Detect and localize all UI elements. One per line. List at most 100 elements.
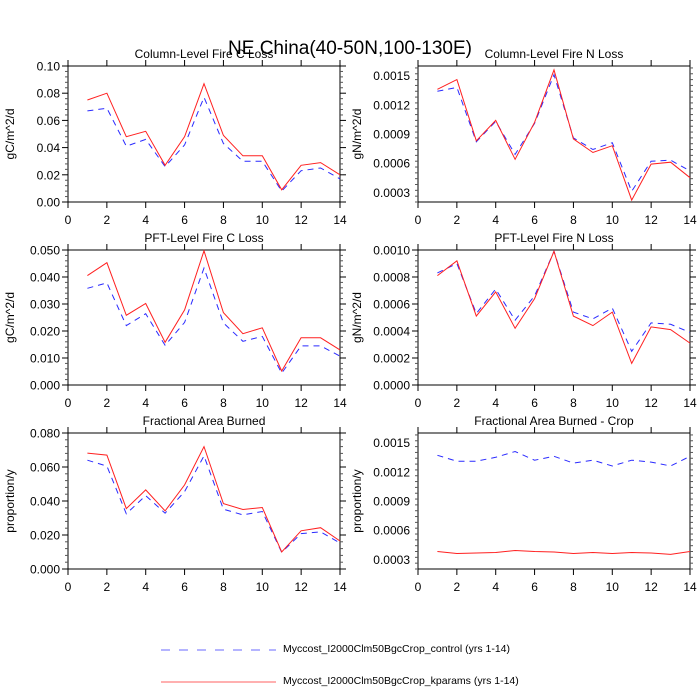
y-tick-label: 0.00 xyxy=(37,196,61,210)
panel-title: Fractional Area Burned xyxy=(143,414,266,428)
x-tick-label: 2 xyxy=(104,396,111,410)
x-tick-label: 4 xyxy=(142,580,149,594)
y-axis-label: proportion/y xyxy=(3,469,17,532)
x-tick-label: 10 xyxy=(256,396,270,410)
panel-title: PFT-Level Fire C Loss xyxy=(144,231,263,245)
y-tick-label: 0.020 xyxy=(30,325,60,339)
panel-1: 0 2 4 6 8 10 12 14 0.00 0.02 0.04 0.06 0.08 0.10 Colum… xyxy=(3,47,347,227)
panel-3: 0 2 4 6 8 10 12 14 0.000 0.010 0.020 0.030 0.040 0.05… xyxy=(3,231,347,410)
y-axis-label: gC/m^2/d xyxy=(3,292,17,343)
x-tick-label: 12 xyxy=(294,580,308,594)
legend-entry-control: Myccost_I2000Clm50BgcCrop_control (yrs 1… xyxy=(283,643,511,655)
plot-frame xyxy=(67,65,341,203)
y-tick-label: 0.0006 xyxy=(373,157,410,171)
x-tick-label: 2 xyxy=(104,213,111,227)
x-tick-label: 4 xyxy=(142,213,149,227)
panel-6: 0 2 4 6 8 10 12 14 0.0003 0.0006 0.0009 0.0012 0.001… xyxy=(350,414,697,594)
x-tick-label: 4 xyxy=(492,580,499,594)
y-tick-label: 0.040 xyxy=(30,271,60,285)
y-tick-label: 0.04 xyxy=(37,141,61,155)
series-line-control xyxy=(87,95,341,192)
y-tick-label: 0.08 xyxy=(37,87,61,101)
x-tick-label: 8 xyxy=(220,213,227,227)
x-tick-label: 0 xyxy=(415,396,422,410)
x-tick-label: 6 xyxy=(181,213,188,227)
x-tick-label: 6 xyxy=(531,396,538,410)
legend-entry-kparams: Myccost_I2000Clm50BgcCrop_kparams (yrs 1… xyxy=(283,675,519,687)
y-tick-label: 0.0004 xyxy=(373,325,410,339)
y-tick-label: 0.060 xyxy=(30,461,60,475)
y-tick-label: 0.020 xyxy=(30,529,60,543)
y-axis-label: gN/m^2/d xyxy=(350,109,364,160)
series-line-control xyxy=(437,249,691,353)
y-axis-label: proportion/y xyxy=(350,469,364,532)
x-tick-label: 0 xyxy=(65,580,72,594)
x-tick-label: 6 xyxy=(181,396,188,410)
y-tick-label: 0.000 xyxy=(30,379,60,393)
panel-title: Column-Level Fire N Loss xyxy=(485,47,624,61)
panel-title: Column-Level Fire C Loss xyxy=(135,47,274,61)
y-tick-label: 0.0010 xyxy=(373,244,410,258)
series-line-control xyxy=(87,454,341,554)
x-tick-label: 8 xyxy=(220,396,227,410)
x-tick-label: 12 xyxy=(294,213,308,227)
series-line-control xyxy=(437,73,691,193)
series-line-kparams xyxy=(87,249,341,373)
y-tick-label: 0.0003 xyxy=(373,553,410,567)
x-tick-label: 0 xyxy=(415,580,422,594)
x-tick-label: 6 xyxy=(531,213,538,227)
y-axis-label: gC/m^2/d xyxy=(3,109,17,160)
y-tick-label: 0.02 xyxy=(37,168,61,182)
y-tick-label: 0.0009 xyxy=(373,495,410,509)
series-line-kparams xyxy=(87,82,341,191)
y-tick-label: 0.030 xyxy=(30,298,60,312)
series-line-kparams xyxy=(87,445,341,553)
y-tick-label: 0.0009 xyxy=(373,128,410,142)
x-tick-label: 4 xyxy=(142,396,149,410)
series-line-kparams xyxy=(437,68,691,202)
panel-title: PFT-Level Fire N Loss xyxy=(494,231,613,245)
x-tick-label: 2 xyxy=(104,580,111,594)
panel-4: 0 2 4 6 8 10 12 14 0.0000 0.0002 0.0004 0.0006 0.000… xyxy=(350,231,697,410)
x-tick-label: 12 xyxy=(644,580,658,594)
x-tick-label: 14 xyxy=(683,213,697,227)
x-tick-label: 8 xyxy=(220,580,227,594)
x-tick-label: 10 xyxy=(256,213,270,227)
y-tick-label: 0.0003 xyxy=(373,186,410,200)
series-line-kparams xyxy=(437,249,691,365)
x-tick-label: 14 xyxy=(683,580,697,594)
panel-5: 0 2 4 6 8 10 12 14 0.000 0.020 0.040 0.060 0.080 Frac… xyxy=(3,414,347,594)
x-tick-label: 2 xyxy=(454,213,461,227)
x-tick-label: 8 xyxy=(570,580,577,594)
x-tick-label: 14 xyxy=(683,396,697,410)
series-line-kparams xyxy=(437,549,691,555)
x-tick-label: 12 xyxy=(294,396,308,410)
x-tick-label: 10 xyxy=(606,213,620,227)
panel-2: 0 2 4 6 8 10 12 14 0.0003 0.0006 0.0009 0.0012 0.001… xyxy=(350,47,697,227)
x-tick-label: 4 xyxy=(492,213,499,227)
y-tick-label: 0.0002 xyxy=(373,352,410,366)
x-tick-label: 0 xyxy=(65,396,72,410)
x-tick-label: 0 xyxy=(415,213,422,227)
y-tick-label: 0.000 xyxy=(30,563,60,577)
x-tick-label: 12 xyxy=(644,213,658,227)
y-tick-label: 0.0012 xyxy=(373,98,410,112)
y-axis-label: gN/m^2/d xyxy=(350,292,364,343)
x-tick-label: 4 xyxy=(492,396,499,410)
series-line-control xyxy=(87,266,341,375)
x-tick-label: 0 xyxy=(65,213,72,227)
y-tick-label: 0.050 xyxy=(30,244,60,258)
y-tick-label: 0.0000 xyxy=(373,379,410,393)
x-tick-label: 6 xyxy=(181,580,188,594)
y-tick-label: 0.040 xyxy=(30,495,60,509)
x-tick-label: 10 xyxy=(606,580,620,594)
x-tick-label: 8 xyxy=(570,213,577,227)
y-tick-label: 0.0015 xyxy=(373,436,410,450)
y-tick-label: 0.010 xyxy=(30,352,60,366)
x-tick-label: 14 xyxy=(333,213,347,227)
y-tick-label: 0.0006 xyxy=(373,524,410,538)
x-tick-label: 12 xyxy=(644,396,658,410)
panel-title: Fractional Area Burned - Crop xyxy=(474,414,634,428)
plot-frame xyxy=(417,65,691,203)
